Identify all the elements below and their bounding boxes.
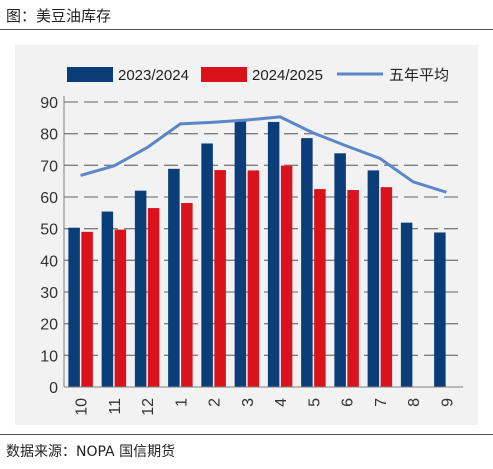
legend: 2023/2024 2024/2025 五年平均 xyxy=(67,67,449,84)
y-tick-label: 10 xyxy=(40,348,58,365)
bar-2024-2025 xyxy=(280,165,293,387)
top-rule xyxy=(0,29,493,30)
bar-2024-2025 xyxy=(114,229,127,387)
y-tick-label: 90 xyxy=(40,95,58,112)
x-tick-label: 2 xyxy=(207,398,224,407)
x-tick-label: 6 xyxy=(340,398,357,407)
bar-2023-2024 xyxy=(134,190,147,387)
bar-2023-2024 xyxy=(101,211,114,387)
bar-2024-2025 xyxy=(380,187,393,387)
y-tick-label: 50 xyxy=(40,222,58,239)
grid-lines xyxy=(64,101,463,356)
bar-2023-2024 xyxy=(201,143,213,387)
legend-swatch-2024-2025 xyxy=(201,67,247,82)
bar-2023-2024 xyxy=(400,222,413,387)
y-tick-label: 30 xyxy=(40,285,58,302)
bar-2023-2024 xyxy=(367,170,380,387)
legend-swatch-2023-2024 xyxy=(67,67,113,82)
bar-2023-2024 xyxy=(301,138,313,387)
x-tick-label: 4 xyxy=(273,398,290,407)
bar-2024-2025 xyxy=(147,208,160,387)
bar-2024-2025 xyxy=(247,170,260,387)
source-note: 数据来源：NOPA 国信期货 xyxy=(6,444,176,460)
bar-2024-2025 xyxy=(181,203,193,387)
y-axis: 0 10 20 30 40 50 60 70 80 90 xyxy=(40,95,65,397)
legend-label-2024-2025: 2024/2025 xyxy=(252,67,323,84)
figure-title: 图：美豆油库存 xyxy=(6,7,112,25)
y-tick-label: 70 xyxy=(40,158,58,175)
x-tick-label: 11 xyxy=(107,398,124,415)
bar-2024-2025 xyxy=(81,231,93,387)
bar-2023-2024 xyxy=(334,153,346,387)
bar-2023-2024 xyxy=(68,227,80,387)
bar-2023-2024 xyxy=(234,120,247,387)
x-tick-label: 9 xyxy=(439,398,456,407)
chart-area: 0 10 20 30 40 50 60 70 80 90 10 11 12 1 2 3 4 5 6 7 8 9 2023… xyxy=(15,45,478,425)
legend-label-five-year-average: 五年平均 xyxy=(389,67,449,84)
y-tick-label: 60 xyxy=(40,190,58,207)
y-tick-label: 40 xyxy=(40,253,58,270)
legend-label-2023-2024: 2023/2024 xyxy=(118,67,189,84)
x-axis: 10 11 12 1 2 3 4 5 6 7 8 9 xyxy=(64,386,463,416)
bar-2023-2024 xyxy=(168,168,180,387)
bar-2023-2024 xyxy=(267,121,280,387)
x-tick-label: 3 xyxy=(240,398,257,407)
bar-2024-2025 xyxy=(347,190,359,387)
average-line-layer xyxy=(80,115,447,194)
x-tick-label: 12 xyxy=(140,398,157,416)
bars xyxy=(68,120,446,387)
x-tick-label: 10 xyxy=(74,398,91,416)
x-tick-label: 1 xyxy=(173,398,190,407)
y-tick-label: 0 xyxy=(49,380,58,397)
bar-2024-2025 xyxy=(214,170,226,387)
y-tick-label: 80 xyxy=(40,127,58,144)
bottom-rule xyxy=(0,434,493,435)
x-tick-label: 8 xyxy=(406,398,423,407)
x-tick-label: 5 xyxy=(306,398,323,407)
y-tick-label: 20 xyxy=(40,317,58,334)
five-year-average-line xyxy=(80,115,447,194)
bar-2024-2025 xyxy=(314,189,326,387)
bar-2023-2024 xyxy=(434,232,446,387)
x-tick-label: 7 xyxy=(373,398,390,407)
